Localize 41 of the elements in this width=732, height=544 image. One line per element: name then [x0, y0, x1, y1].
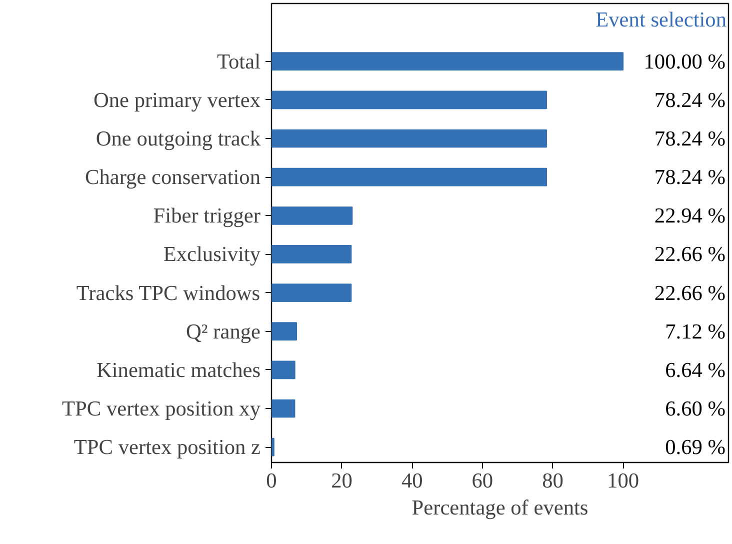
y-tick-label: One outgoing track [96, 126, 261, 150]
data-label: 7.12 % [665, 319, 726, 344]
x-axis-title: Percentage of events [412, 496, 588, 520]
data-label: 22.94 % [654, 204, 726, 228]
bar [272, 399, 296, 418]
data-label: 78.24 % [654, 165, 726, 190]
data-label: 6.60 % [665, 396, 726, 420]
data-label: 100.00 % [644, 49, 726, 74]
y-tick-label: Fiber trigger [153, 204, 260, 228]
x-tick-label: 80 [542, 468, 564, 492]
bar [272, 90, 548, 110]
bar [272, 245, 352, 264]
y-tick-label: Tracks TPC windows [76, 280, 260, 305]
y-tick-label: Q² range [186, 319, 261, 344]
data-label: 22.66 % [654, 280, 726, 305]
bar [272, 52, 624, 71]
data-label: 0.69 % [665, 435, 726, 460]
bar [272, 168, 548, 186]
x-tick-label: 0 [266, 468, 277, 492]
x-tick-label: 20 [331, 468, 352, 492]
x-tick-label: 40 [401, 468, 423, 492]
bar [272, 129, 548, 148]
y-tick-label: TPC vertex position z [74, 435, 261, 460]
y-tick-label: Charge conservation [84, 165, 261, 190]
x-tick-label: 100 [607, 468, 640, 492]
y-tick-label: TPC vertex position xy [62, 396, 261, 420]
bar [272, 284, 352, 302]
chart-title: Event selection [596, 8, 727, 32]
y-tick-label: Kinematic matches [96, 358, 261, 382]
y-tick-label: Exclusivity [163, 242, 261, 266]
bar [272, 360, 296, 380]
data-label: 22.66 % [654, 242, 726, 266]
data-label: 78.24 % [654, 126, 726, 150]
data-label: 6.64 % [665, 358, 726, 382]
x-tick-label: 60 [472, 468, 494, 492]
bar [272, 206, 353, 225]
bar [272, 322, 298, 341]
y-tick-label: One primary vertex [94, 88, 261, 112]
bar [272, 438, 274, 456]
y-tick-label: Total [216, 49, 261, 74]
data-label: 78.24 % [654, 88, 726, 112]
